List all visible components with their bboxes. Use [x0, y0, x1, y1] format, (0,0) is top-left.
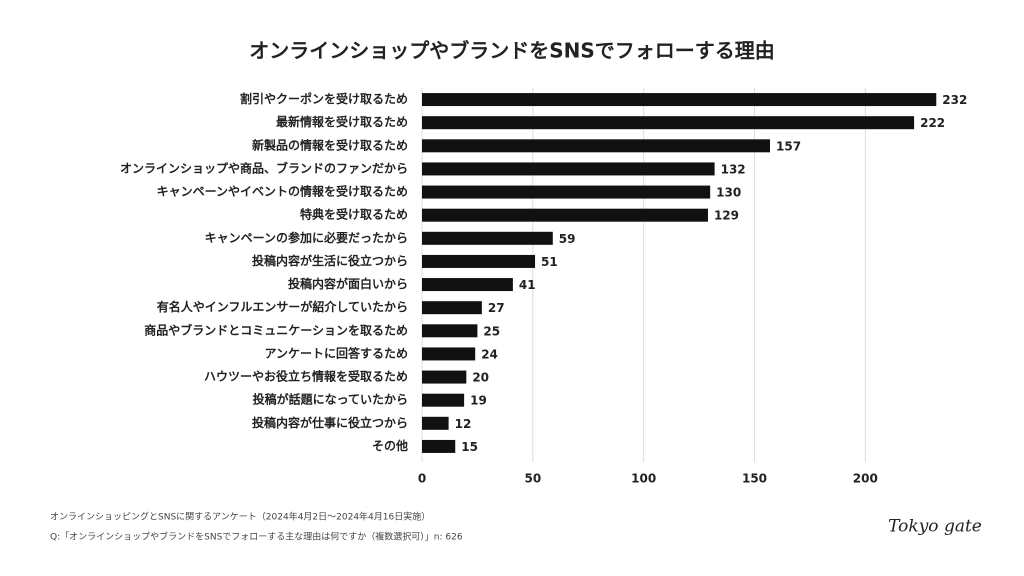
bar: [422, 162, 715, 176]
y-tick-label: 商品やブランドとコミュニケーションを取るため: [144, 322, 408, 337]
y-tick-label: 最新情報を受け取るため: [276, 114, 408, 129]
bar: [422, 231, 553, 245]
y-tick-label: アンケートに回答するため: [264, 345, 408, 360]
footnote: オンラインショッピングとSNSに関するアンケート（2024年4月2日〜2024年…: [50, 511, 430, 523]
y-tick-label: 有名人やインフルエンサーが紹介していたから: [157, 299, 408, 314]
value-label: 41: [519, 278, 536, 292]
footnote: Q:「オンラインショップやブランドをSNSでフォローする主な理由は何ですか（複数…: [50, 531, 463, 543]
value-label: 27: [488, 301, 505, 315]
x-tick-label: 50: [524, 472, 541, 486]
bar: [422, 254, 536, 268]
value-label: 15: [461, 440, 478, 454]
y-tick-label: 新製品の情報を受け取るため: [252, 137, 408, 152]
bar: [422, 139, 771, 153]
y-tick-label: その他: [372, 438, 408, 453]
y-tick-label: キャンペーンやイベントの情報を受け取るため: [157, 184, 408, 199]
x-tick-label: 100: [631, 472, 656, 486]
bar: [422, 416, 449, 430]
value-label: 24: [481, 347, 498, 361]
value-label: 157: [776, 139, 801, 153]
value-label: 222: [920, 116, 945, 130]
bar: [422, 347, 476, 361]
y-tick-label: 投稿内容が仕事に役立つから: [252, 415, 408, 430]
y-tick-label: 投稿内容が面白いから: [288, 276, 408, 291]
bar: [422, 324, 478, 338]
bar: [422, 301, 482, 315]
bar: [422, 208, 708, 222]
x-tick-label: 0: [418, 472, 426, 486]
x-tick-label: 200: [853, 472, 878, 486]
value-label: 20: [472, 371, 489, 385]
value-label: 12: [455, 417, 472, 431]
y-tick-label: ハウツーやお役立ち情報を受取るため: [204, 369, 408, 384]
value-label: 129: [714, 209, 739, 223]
y-tick-label: 投稿が話題になっていたから: [253, 392, 408, 407]
chart-title: オンラインショップやブランドをSNSでフォローする理由: [249, 39, 775, 63]
y-tick-label: キャンペーンの参加に必要だったから: [205, 230, 408, 245]
bar: [422, 278, 513, 292]
y-tick-label: 特典を受け取るため: [300, 207, 408, 222]
bar: [422, 116, 915, 130]
y-tick-label: オンラインショップや商品、ブランドのファンだから: [120, 160, 408, 175]
x-tick-label: 150: [742, 472, 767, 486]
bar: [422, 185, 711, 199]
value-label: 130: [716, 186, 741, 200]
value-label: 59: [559, 232, 576, 246]
value-label: 25: [483, 324, 500, 338]
value-label: 132: [721, 162, 746, 176]
logo: Tokyo gate: [888, 517, 982, 537]
value-label: 51: [541, 255, 558, 269]
bar: [422, 93, 937, 107]
value-label: 19: [470, 394, 487, 408]
y-tick-label: 投稿内容が生活に役立つから: [252, 253, 408, 268]
bar: [422, 439, 456, 453]
bar: [422, 393, 465, 407]
y-tick-label: 割引やクーポンを受け取るため: [240, 91, 408, 106]
bar: [422, 370, 467, 384]
value-label: 232: [942, 93, 967, 107]
